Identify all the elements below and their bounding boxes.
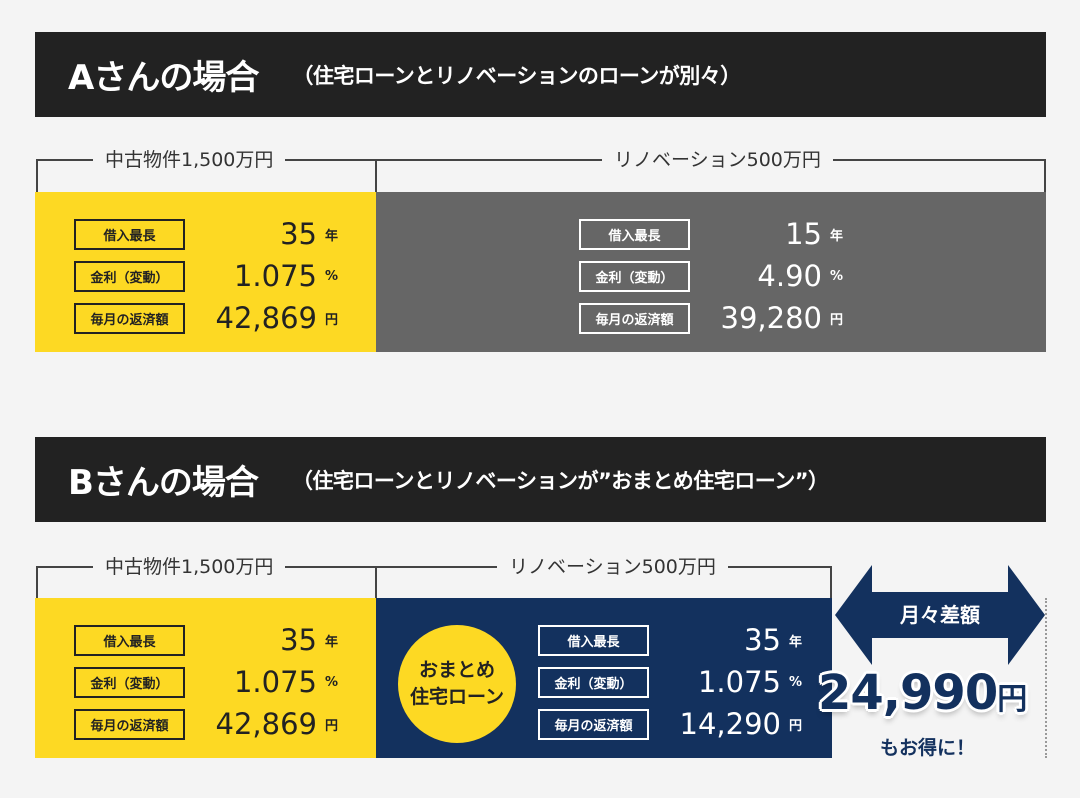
case-b-header: Bさんの場合 （住宅ローンとリノベーションが”おまとめ住宅ローン”） (35, 437, 1046, 522)
monthly-payment-row: 毎月の返済額 42,869 円 (74, 297, 345, 339)
case-a-title: Aさんの場合 (68, 58, 259, 98)
interest-rate-label: 金利（変動） (74, 260, 185, 292)
case-a-property-bracket: 中古物件1,500万円 (36, 147, 377, 192)
loan-term-unit: 年 (830, 228, 844, 244)
interest-rate-unit: % (325, 674, 339, 690)
monthly-payment-value: 42,869 (215, 300, 317, 335)
monthly-payment-value: 42,869 (215, 706, 317, 741)
monthly-payment-label: 毎月の返済額 (74, 302, 185, 334)
consolidated-loan-badge: おまとめ 住宅ローン (398, 625, 516, 743)
interest-rate-label: 金利（変動） (579, 260, 690, 292)
loan-term-label: 借入最長 (538, 624, 649, 656)
monthly-payment-label: 毎月の返済額 (74, 708, 185, 740)
loan-term-unit: 年 (789, 634, 803, 650)
case-b-renovation-label: リノベーション500万円 (497, 554, 728, 580)
loan-term-row: 借入最長 35 年 (538, 619, 809, 661)
monthly-payment-unit: 円 (789, 718, 803, 734)
monthly-difference-label: 月々差額 (900, 603, 980, 627)
loan-term-value: 35 (744, 622, 781, 657)
case-a-renovation-bracket: リノベーション500万円 (375, 147, 1046, 192)
monthly-payment-value: 39,280 (720, 300, 822, 335)
loan-term-row: 借入最長 35 年 (74, 619, 345, 661)
interest-rate-row: 金利（変動） 1.075 % (74, 255, 345, 297)
loan-term-label: 借入最長 (579, 218, 690, 250)
case-a-property-label: 中古物件1,500万円 (93, 147, 286, 173)
case-a-property-panel: 借入最長 35 年 金利（変動） 1.075 % 毎月の返済額 42,869 円 (35, 192, 376, 352)
case-a-renovation-label: リノベーション500万円 (602, 147, 833, 173)
monthly-payment-unit: 円 (325, 718, 339, 734)
difference-unit: 円 (997, 682, 1027, 717)
case-b-subtitle: （住宅ローンとリノベーションが”おまとめ住宅ローン”） (291, 468, 829, 493)
interest-rate-row: 金利（変動） 1.075 % (74, 661, 345, 703)
divider-dotted (1045, 598, 1047, 758)
loan-term-unit: 年 (325, 228, 339, 244)
case-b-property-bracket: 中古物件1,500万円 (36, 554, 377, 599)
double-arrow-icon (835, 565, 1045, 665)
loan-term-unit: 年 (325, 634, 339, 650)
monthly-payment-label: 毎月の返済額 (538, 708, 649, 740)
case-b-property-panel: 借入最長 35 年 金利（変動） 1.075 % 毎月の返済額 42,869 円 (35, 598, 376, 758)
badge-line-1: おまとめ (418, 659, 495, 682)
loan-term-label: 借入最長 (74, 218, 185, 250)
interest-rate-row: 金利（変動） 4.90 % (579, 255, 850, 297)
interest-rate-unit: % (789, 674, 803, 690)
loan-term-value: 35 (280, 216, 317, 251)
monthly-payment-row: 毎月の返済額 39,280 円 (579, 297, 850, 339)
monthly-payment-row: 毎月の返済額 14,290 円 (538, 703, 809, 745)
loan-term-label: 借入最長 (74, 624, 185, 656)
case-b-renovation-bracket: リノベーション500万円 (375, 554, 832, 599)
monthly-payment-value: 14,290 (679, 706, 781, 741)
interest-rate-unit: % (830, 268, 844, 284)
interest-rate-value: 1.075 (697, 664, 781, 699)
monthly-payment-unit: 円 (830, 312, 844, 328)
interest-rate-unit: % (325, 268, 339, 284)
case-a-renovation-panel: 借入最長 15 年 金利（変動） 4.90 % 毎月の返済額 39,280 円 (376, 192, 1046, 352)
loan-term-row: 借入最長 35 年 (74, 213, 345, 255)
difference-value: 24,990 (818, 665, 998, 721)
case-b-title: Bさんの場合 (68, 463, 259, 503)
interest-rate-value: 1.075 (233, 664, 317, 699)
loan-term-value: 35 (280, 622, 317, 657)
badge-line-2: 住宅ローン (409, 686, 505, 708)
interest-rate-label: 金利（変動） (74, 666, 185, 698)
interest-rate-value: 4.90 (757, 258, 822, 293)
difference-caption: もお得に！ (880, 737, 976, 759)
case-a-subtitle: （住宅ローンとリノベーションのローンが別々） (292, 63, 741, 88)
difference-amount: 24,990円 (818, 665, 1027, 721)
monthly-difference-arrow: 月々差額 (835, 565, 1045, 665)
monthly-payment-unit: 円 (325, 312, 339, 328)
loan-term-row: 借入最長 15 年 (579, 213, 850, 255)
interest-rate-value: 1.075 (233, 258, 317, 293)
interest-rate-row: 金利（変動） 1.075 % (538, 661, 809, 703)
loan-term-value: 15 (785, 216, 822, 251)
case-a-header: Aさんの場合 （住宅ローンとリノベーションのローンが別々） (35, 32, 1046, 117)
case-b-property-label: 中古物件1,500万円 (93, 554, 286, 580)
monthly-payment-label: 毎月の返済額 (579, 302, 690, 334)
monthly-payment-row: 毎月の返済額 42,869 円 (74, 703, 345, 745)
interest-rate-label: 金利（変動） (538, 666, 649, 698)
